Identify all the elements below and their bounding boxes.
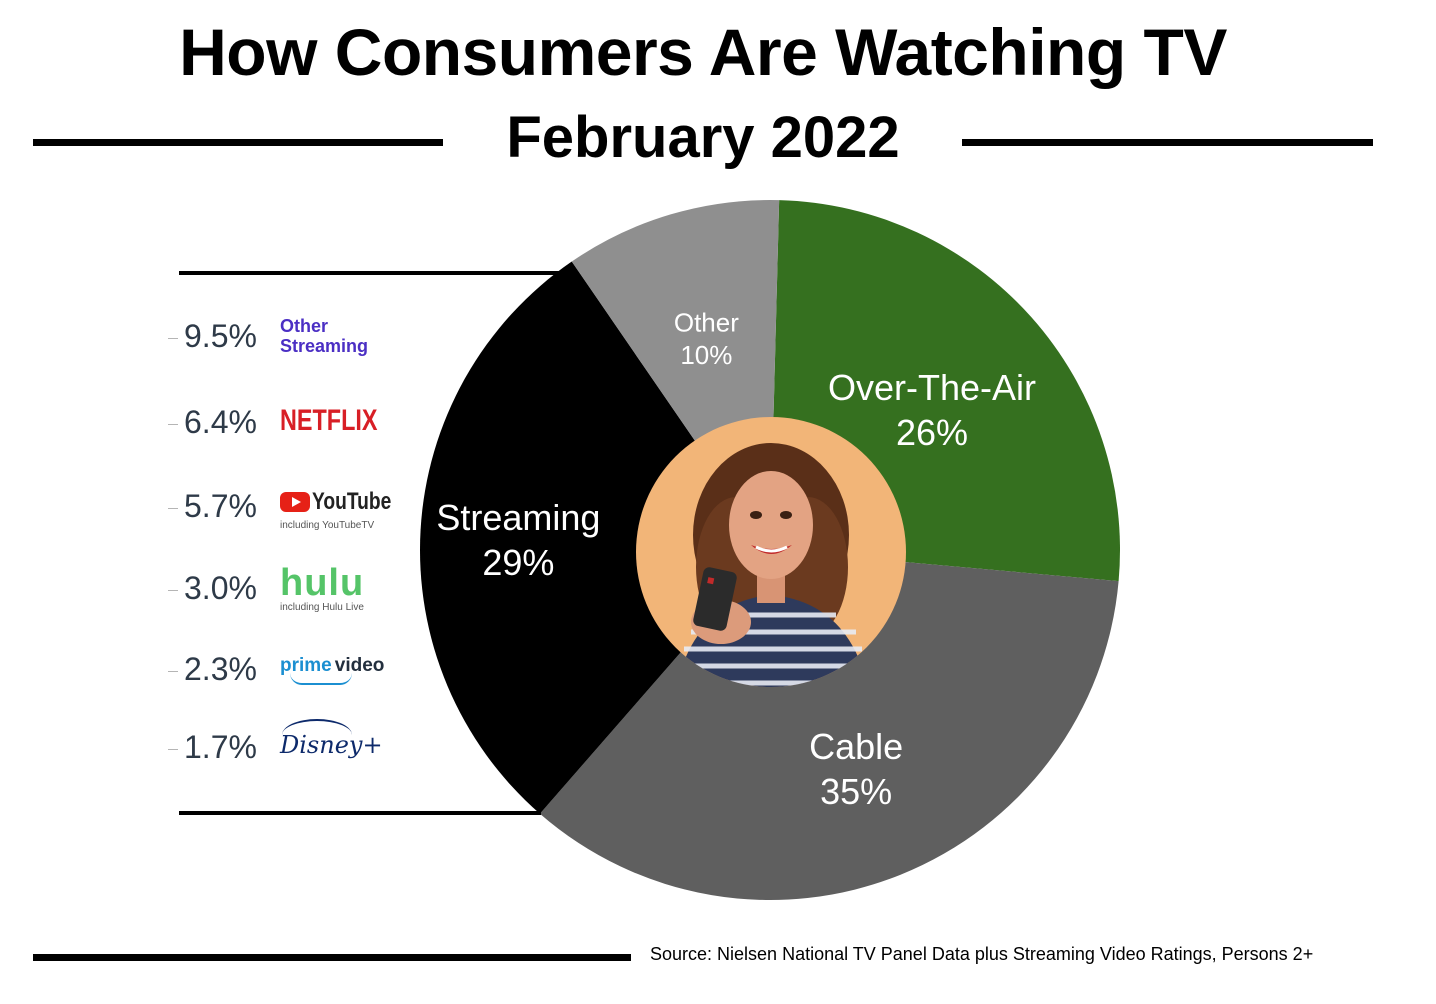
breakdown-row-youtube: 5.7% YouTube including YouTubeTV [168,482,408,542]
amazon-smile-icon [290,673,352,685]
youtube-wordmark: YouTube [312,488,392,515]
netflix-logo: NETFLIX [280,404,378,437]
breakdown-tick [168,508,178,509]
breakdown-tick [168,671,178,672]
other-streaming-label: Other Streaming [280,316,369,356]
breakdown-bracket-bottom [179,811,541,815]
breakdown-tick [168,338,178,339]
breakdown-value: 9.5% [184,318,257,354]
breakdown-row-hulu: 3.0% hulu including Hulu Live [168,564,408,624]
page-subtitle: February 2022 [506,105,900,170]
breakdown-row-disney: 1.7% Disney+ [168,719,408,783]
photo-illustration [636,417,906,687]
youtube-play-icon [280,492,310,512]
slice-label: Streaming [436,497,600,538]
slice-label: Other [674,307,739,337]
subtitle-rule-right [962,139,1373,146]
woman-with-remote-photo [636,417,906,687]
hulu-logo: hulu including Hulu Live [280,564,364,613]
breakdown-bracket-top [179,271,559,275]
footer-rule [33,954,631,961]
pie-slice-streaming [419,261,770,814]
breakdown-value: 6.4% [184,404,257,440]
slice-label: Over-The-Air [828,367,1036,408]
video-wordmark: video [334,655,385,676]
prime-video-logo: prime video [280,655,384,685]
breakdown-row-other-streaming: 9.5% Other Streaming [168,312,408,372]
breakdown-value: 3.0% [184,570,257,606]
breakdown-value: 5.7% [184,488,257,524]
slice-value-label: 10% [680,340,732,370]
slice-value-label: 26% [896,412,968,453]
prime-wordmark: prime [280,655,332,676]
breakdown-tick [168,590,178,591]
slice-value-label: 35% [820,771,892,812]
breakdown-value: 2.3% [184,651,257,687]
pie-slices [419,200,1120,901]
breakdown-row-netflix: 6.4% NETFLIX [168,398,408,458]
youtube-note: including YouTubeTV [280,520,375,531]
disney-arc-icon [282,719,352,751]
page-title: How Consumers Are Watching TV [179,15,1227,89]
hulu-note: including Hulu Live [280,602,364,613]
breakdown-tick [168,749,178,750]
breakdown-tick [168,424,178,425]
subtitle-rule-left [33,139,443,146]
breakdown-value: 1.7% [184,729,257,765]
breakdown-row-prime-video: 2.3% prime video [168,645,408,705]
pie-slice-cable [539,550,1119,901]
source-note: Source: Nielsen National TV Panel Data p… [650,944,1314,964]
slice-value-label: 29% [482,542,554,583]
disney-plus-logo: Disney+ [280,719,383,759]
slice-label: Cable [809,726,903,767]
hulu-wordmark: hulu [280,562,365,604]
youtube-logo: YouTube including YouTubeTV [280,488,411,531]
